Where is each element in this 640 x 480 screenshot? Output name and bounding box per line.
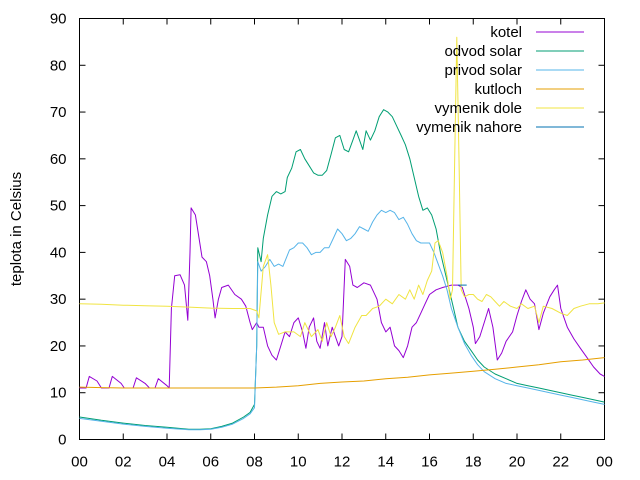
y-tick-label: 20 [50, 338, 67, 355]
x-tick-label: 08 [246, 454, 263, 471]
y-tick-label: 90 [50, 11, 67, 28]
x-tick-label: 00 [71, 454, 88, 471]
y-tick-label: 70 [50, 104, 67, 121]
y-tick-label: 60 [50, 151, 67, 168]
x-tick-label: 00 [596, 454, 613, 471]
axis-ticks: 00 02 04 06 08 10 12 14 16 18 20 22 0001020304050607… [50, 11, 613, 471]
y-axis-title: teplota in Celsius [8, 172, 25, 286]
y-tick-label: 40 [50, 244, 67, 261]
x-tick-label: 22 [552, 454, 569, 471]
plot-frame [79, 18, 605, 440]
x-tick-label: 04 [159, 454, 176, 471]
x-tick-label: 16 [421, 454, 438, 471]
legend: kotel odvod solar privod solar kutloch vymen… [416, 24, 584, 136]
legend-label-vymenik-nahore: vymenik nahore [416, 119, 522, 136]
legend-label-kutloch: kutloch [474, 81, 522, 98]
series-line-kutloch [79, 357, 605, 389]
x-tick-label: 02 [115, 454, 132, 471]
series-line-kotel [79, 207, 605, 389]
legend-label-vymenik-dole: vymenik dole [434, 100, 522, 117]
series-lines [79, 36, 605, 431]
legend-label-odvod-solar: odvod solar [444, 43, 522, 60]
x-tick-label: 06 [202, 454, 219, 471]
x-tick-label: 12 [334, 454, 351, 471]
legend-label-privod-solar: privod solar [444, 62, 522, 79]
x-tick-label: 14 [377, 454, 394, 471]
series-line-odvod-solar [79, 109, 605, 430]
x-tick-label: 10 [290, 454, 307, 471]
y-tick-label: 80 [50, 57, 67, 74]
series-line-vymenik-dole [79, 36, 605, 345]
y-tick-label: 30 [50, 291, 67, 308]
x-tick-label: 20 [509, 454, 526, 471]
y-tick-label: 50 [50, 198, 67, 215]
y-tick-label: 10 [50, 385, 67, 402]
legend-label-kotel: kotel [490, 24, 522, 41]
x-tick-label: 18 [465, 454, 482, 471]
series-line-privod-solar [79, 209, 605, 431]
y-tick-label: 0 [58, 432, 66, 449]
